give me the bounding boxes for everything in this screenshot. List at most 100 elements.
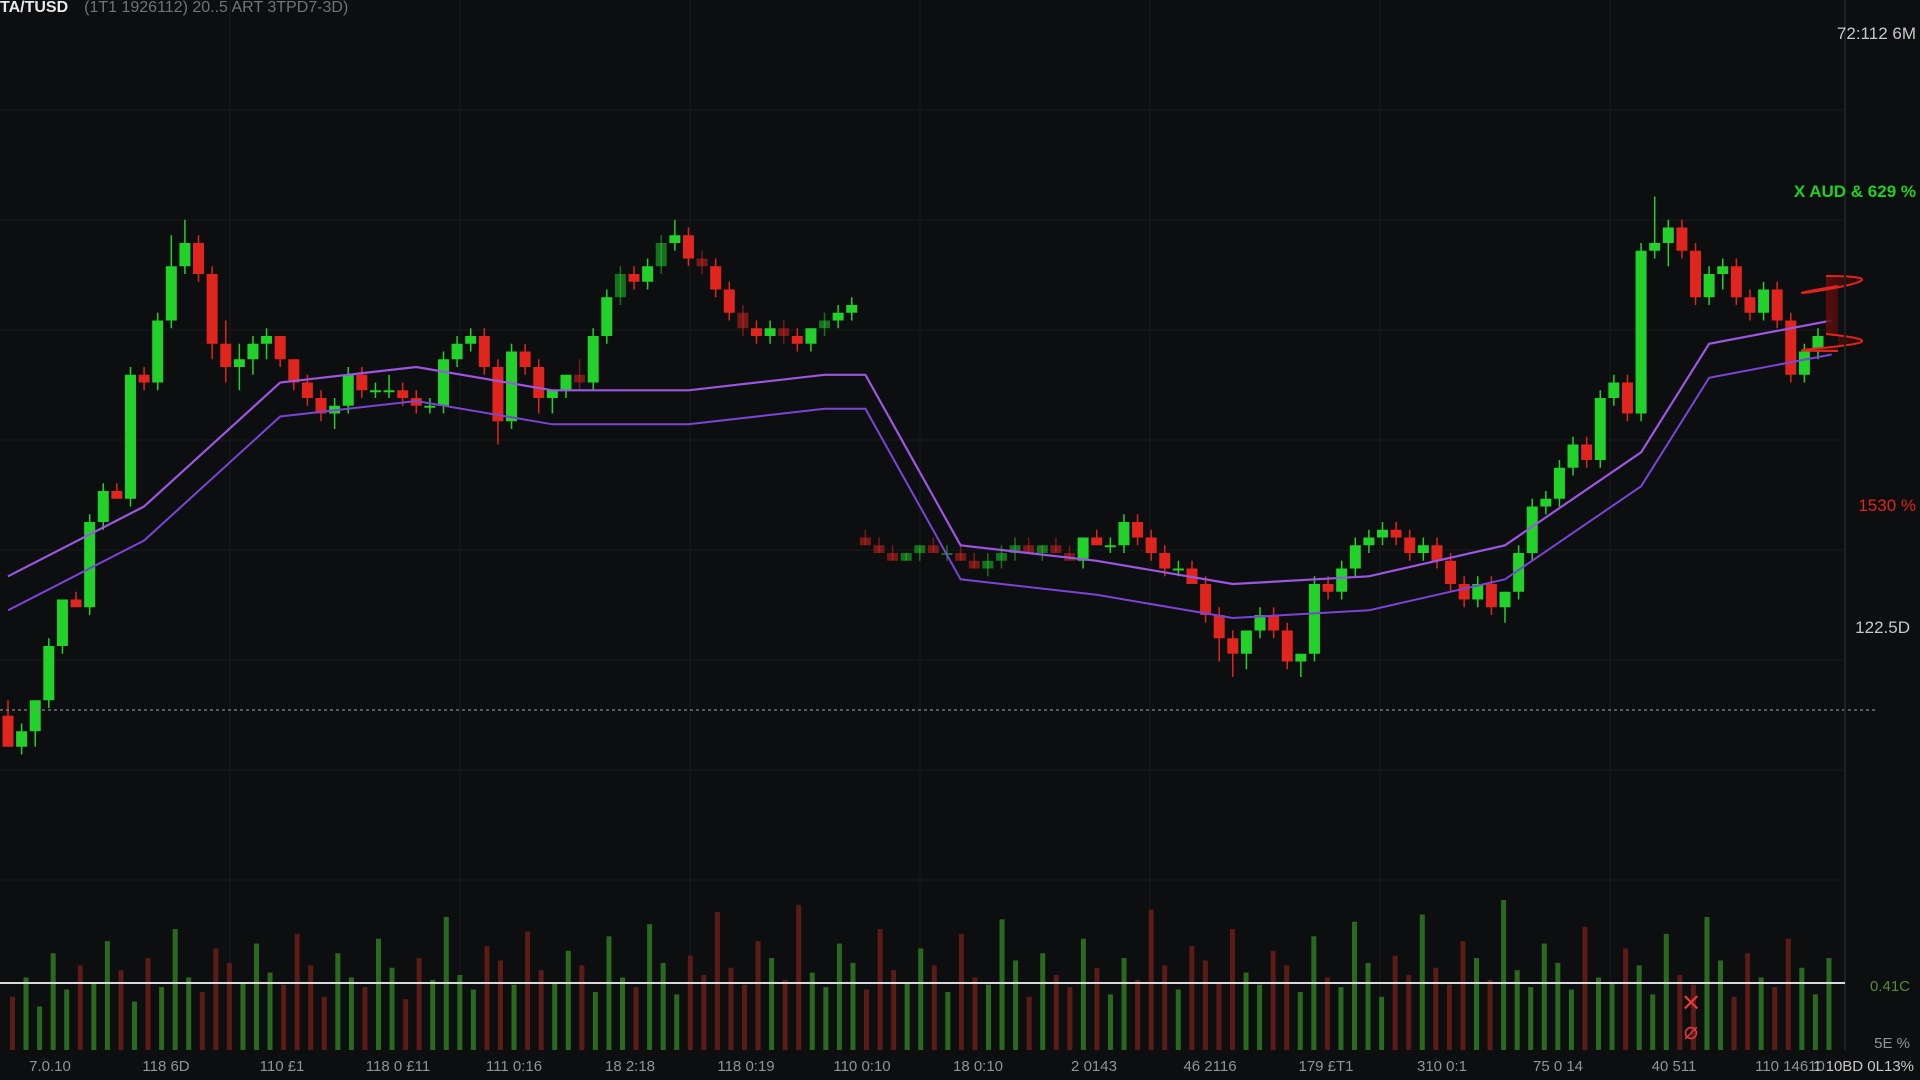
- volume-bar: [1175, 989, 1181, 1050]
- volume-bar: [1338, 987, 1344, 1050]
- volume-bar: [1718, 960, 1723, 1050]
- candle-body: [846, 305, 858, 313]
- volume-bar: [50, 953, 56, 1050]
- candle-body: [519, 351, 531, 367]
- volume-bar: [809, 972, 815, 1050]
- candles-layer: [2, 196, 1824, 755]
- right-label-mid: 122.5D: [1855, 618, 1910, 637]
- volume-bar: [1487, 979, 1493, 1050]
- volume-bar: [674, 994, 680, 1050]
- right-label-red: 1530 %: [1858, 496, 1916, 515]
- candle-body: [669, 235, 681, 243]
- volume-bar: [1162, 965, 1168, 1050]
- candle-body: [1499, 591, 1511, 608]
- right-label-top: 72:112 6M: [1836, 24, 1916, 43]
- volume-bar: [1311, 936, 1317, 1050]
- x-tick-label: 2 0143: [1071, 1058, 1117, 1075]
- candle-body: [1404, 537, 1416, 553]
- candle-body: [1526, 506, 1538, 553]
- candle-body: [274, 336, 286, 360]
- candle-body: [764, 328, 776, 336]
- volume-bar: [796, 904, 802, 1050]
- candle-body: [791, 336, 803, 344]
- volume-bar: [1135, 979, 1141, 1050]
- volume-bar: [606, 936, 612, 1050]
- x-tick-label: 110 £1: [259, 1058, 305, 1075]
- candle-body: [1336, 568, 1348, 592]
- candle-body: [43, 646, 55, 701]
- candle-body: [560, 374, 572, 391]
- volume-bar: [742, 984, 747, 1050]
- candle-body: [29, 700, 41, 732]
- x-alert-icon[interactable]: ✕ ⌀: [1680, 990, 1702, 1045]
- candle-body: [2, 715, 14, 747]
- volume-bar: [240, 982, 246, 1050]
- candle-body: [1295, 653, 1307, 662]
- volume-bar: [172, 929, 178, 1050]
- volume-bar: [850, 962, 856, 1050]
- candle-body: [832, 312, 844, 321]
- candle-body: [1227, 638, 1239, 654]
- candle-body: [682, 235, 694, 259]
- volume-bar: [376, 938, 381, 1050]
- candle-body: [1349, 545, 1361, 569]
- volume-bar: [1230, 929, 1235, 1050]
- candle-body: [369, 390, 381, 393]
- candle-body: [710, 266, 722, 290]
- candle-body: [383, 390, 395, 393]
- volume-bar: [321, 996, 327, 1050]
- ma-line-fast: [7, 319, 1832, 586]
- candle-body: [1377, 529, 1389, 538]
- volume-bar: [1663, 933, 1669, 1050]
- forecast-upper: [1800, 275, 1864, 294]
- volume-bar: [1365, 962, 1371, 1050]
- candle-body: [900, 553, 912, 561]
- chart-grid: [0, 0, 1845, 1050]
- volume-bar: [199, 991, 205, 1050]
- volume-bar: [362, 987, 368, 1050]
- candle-body: [288, 359, 300, 383]
- candle-body: [1322, 584, 1334, 592]
- volume-bar: [836, 943, 842, 1050]
- symbol-label[interactable]: TA/TUSD: [0, 0, 69, 16]
- candle-body: [1308, 584, 1320, 654]
- candle-body: [1798, 351, 1810, 375]
- volume-bar: [1541, 943, 1547, 1050]
- volume-bar: [1596, 977, 1601, 1050]
- volume-bar: [281, 984, 287, 1050]
- candle-body: [1662, 227, 1674, 243]
- volume-bar: [294, 933, 300, 1050]
- volume-line-label: 0.41C: [1869, 978, 1910, 995]
- candle-body: [1390, 529, 1402, 538]
- candle-body: [778, 328, 790, 336]
- x-tick-label: 179 £T1: [1298, 1058, 1354, 1075]
- candle-body: [587, 336, 599, 383]
- candle-body: [614, 274, 626, 298]
- candle-body: [1417, 545, 1429, 553]
- x-tick-label: 118 0:19: [717, 1058, 775, 1075]
- candle-body: [1771, 289, 1783, 321]
- candle-body: [696, 258, 708, 267]
- forecast-lower: [1800, 333, 1864, 352]
- volume-bar: [77, 965, 83, 1050]
- volume-bar: [132, 1001, 137, 1050]
- candle-body: [914, 545, 926, 553]
- candle-body: [1240, 630, 1252, 654]
- volume-bar: [1284, 965, 1290, 1050]
- volume-bar: [470, 989, 476, 1050]
- volume-bar: [10, 996, 15, 1050]
- forecast-area: [1801, 276, 1863, 351]
- volume-bar: [335, 953, 341, 1050]
- candle-body: [506, 351, 518, 422]
- volume-bar: [1406, 975, 1412, 1050]
- volume-bar: [1514, 970, 1520, 1050]
- candle-body: [1458, 584, 1470, 600]
- candle-body: [1009, 545, 1021, 553]
- volume-bar: [877, 929, 883, 1050]
- volume-bar: [1650, 994, 1656, 1050]
- candle-body: [574, 374, 586, 383]
- candle-body: [111, 491, 123, 499]
- candle-body: [206, 274, 218, 344]
- x-tick-label: 40 511: [1651, 1058, 1697, 1075]
